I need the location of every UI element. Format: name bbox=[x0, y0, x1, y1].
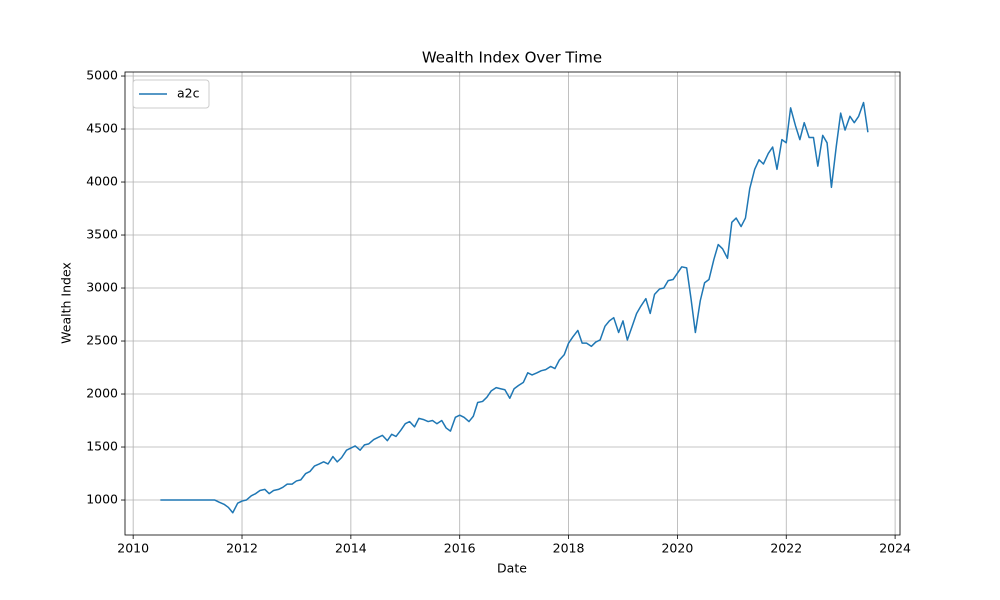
y-tick-label: 4000 bbox=[86, 174, 118, 189]
series-line bbox=[160, 101, 869, 514]
y-tick-label: 5000 bbox=[86, 68, 118, 83]
x-tick-label: 2012 bbox=[226, 541, 258, 556]
x-tick-label: 2020 bbox=[661, 541, 693, 556]
x-tick-label: 2022 bbox=[770, 541, 802, 556]
y-tick-label: 2500 bbox=[86, 333, 118, 348]
x-tick-label: 2010 bbox=[117, 541, 149, 556]
y-tick-label: 4500 bbox=[86, 121, 118, 136]
y-tick-label: 1000 bbox=[86, 492, 118, 507]
x-tick-label: 2024 bbox=[879, 541, 911, 556]
x-tick-label: 2018 bbox=[553, 541, 585, 556]
x-axis-label: Date bbox=[497, 561, 527, 576]
x-tick-label: 2014 bbox=[335, 541, 367, 556]
plot-frame bbox=[124, 71, 901, 536]
y-tick-label: 3500 bbox=[86, 227, 118, 242]
y-tick-label: 3000 bbox=[86, 280, 118, 295]
y-tick-label: 2000 bbox=[86, 386, 118, 401]
legend-label: a2c bbox=[177, 86, 200, 101]
y-tick-label: 1500 bbox=[86, 439, 118, 454]
y-axis-label: Wealth Index bbox=[59, 262, 74, 344]
legend-box bbox=[132, 79, 210, 109]
chart-title: Wealth Index Over Time bbox=[422, 49, 602, 67]
x-tick-label: 2016 bbox=[444, 541, 476, 556]
